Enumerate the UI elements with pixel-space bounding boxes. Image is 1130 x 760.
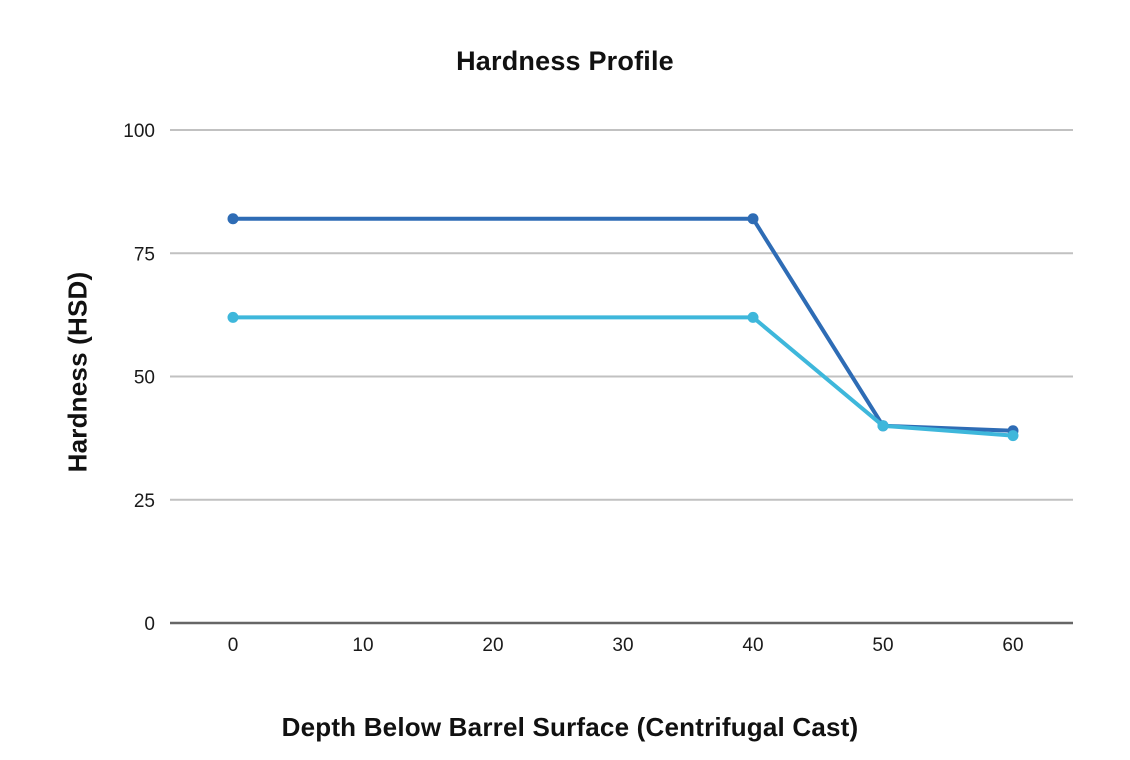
dark-blue-line <box>231 216 1015 433</box>
x-tick-label: 0 <box>228 635 239 656</box>
y-tick-label: 50 <box>134 368 155 389</box>
x-tick-label: 50 <box>872 635 893 656</box>
light-blue-line-point <box>227 311 239 323</box>
x-axis-title: Depth Below Barrel Surface (Centrifugal … <box>281 712 859 742</box>
x-tick-label: 40 <box>742 635 763 656</box>
x-tick-label: 30 <box>612 635 633 656</box>
x-tick-label: 20 <box>482 635 503 656</box>
y-tick-label: 25 <box>134 491 155 512</box>
dark-blue-line-point <box>227 213 239 225</box>
light-blue-line-point <box>747 311 759 323</box>
light-blue-line <box>231 315 1015 438</box>
x-tick-label: 10 <box>352 635 373 656</box>
chart-title: Hardness Profile <box>456 46 674 76</box>
y-tick-label: 100 <box>123 121 155 142</box>
x-tick-label: 60 <box>1002 635 1023 656</box>
dark-blue-line-point <box>747 213 759 225</box>
y-tick-label: 75 <box>134 244 155 265</box>
y-tick-label: 0 <box>144 614 155 635</box>
light-blue-line-point <box>877 420 889 432</box>
light-blue-line-point <box>1007 430 1019 442</box>
